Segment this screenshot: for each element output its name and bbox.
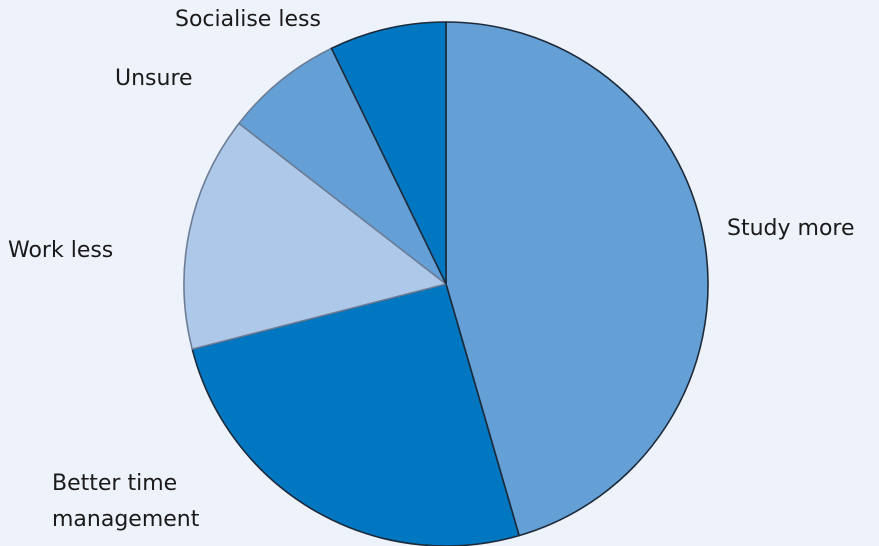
pie-label-unsure: Unsure <box>115 66 193 91</box>
pie-labels: Study more Better time management Work less… <box>8 7 855 532</box>
pie-slice-study-more <box>445 21 709 537</box>
pie-label-study-more: Study more <box>727 216 855 241</box>
pie-label-better-time-management: Better time management <box>52 471 200 532</box>
pie-slice-socialise-less <box>330 21 447 285</box>
pie-slices <box>183 21 709 546</box>
pie-slice-work-less <box>183 122 447 350</box>
pie-slice-unsure <box>238 47 447 285</box>
pie-label-work-less: Work less <box>8 238 113 263</box>
pie-label-socialise-less: Socialise less <box>175 7 321 32</box>
pie-slice-better-time-management <box>191 283 520 546</box>
